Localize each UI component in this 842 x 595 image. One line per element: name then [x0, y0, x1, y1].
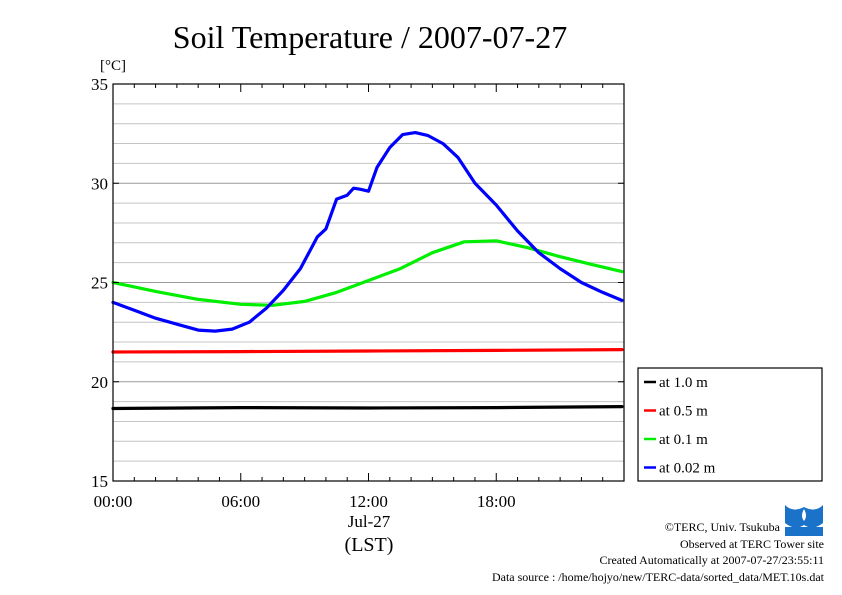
series-layer [111, 131, 624, 411]
footer-data-source: Data source : /home/hojyo/new/TERC-data/… [491, 570, 824, 584]
y-tick-label: 25 [91, 274, 108, 293]
legend-box [637, 367, 823, 482]
legend-label: at 0.5 m [659, 404, 708, 420]
y-tick-label: 15 [91, 472, 108, 491]
y-axis-unit-label: [°C] [100, 58, 126, 74]
y-tick-label: 20 [91, 373, 108, 392]
y-tick-labels: 35 30 25 20 15 [91, 75, 624, 491]
grid-lines [113, 103, 624, 462]
terc-logo [785, 505, 823, 536]
footer-site: Observed at TERC Tower site [679, 537, 824, 551]
legend-label: at 0.1 m [659, 432, 708, 448]
series-line [111, 405, 624, 411]
footer-created: Created Automatically at 2007-07-27/23:5… [599, 553, 824, 567]
x-date-label: Jul-27 [348, 512, 391, 531]
legend-label: at 0.02 m [659, 461, 716, 477]
x-tick-labels: 00:00 06:00 12:00 18:00 [94, 84, 625, 511]
x-unit-label: (LST) [345, 534, 394, 556]
series-line [111, 131, 624, 333]
x-tick-label: 00:00 [94, 492, 133, 511]
chart-title: Soil Temperature / 2007-07-27 [173, 19, 567, 55]
y-tick-label: 30 [91, 174, 108, 193]
series-line [111, 348, 624, 354]
x-tick-label: 12:00 [349, 492, 388, 511]
x-tick-label: 18:00 [477, 492, 516, 511]
footer-copyright: ©TERC, Univ. Tsukuba [664, 520, 780, 534]
y-tick-label: 35 [91, 75, 108, 94]
x-tick-label: 06:00 [221, 492, 260, 511]
legend-label: at 1.0 m [659, 375, 708, 391]
series-line [111, 239, 624, 307]
legend: at 1.0 m at 0.5 m at 0.1 m at 0.02 m [637, 367, 823, 482]
